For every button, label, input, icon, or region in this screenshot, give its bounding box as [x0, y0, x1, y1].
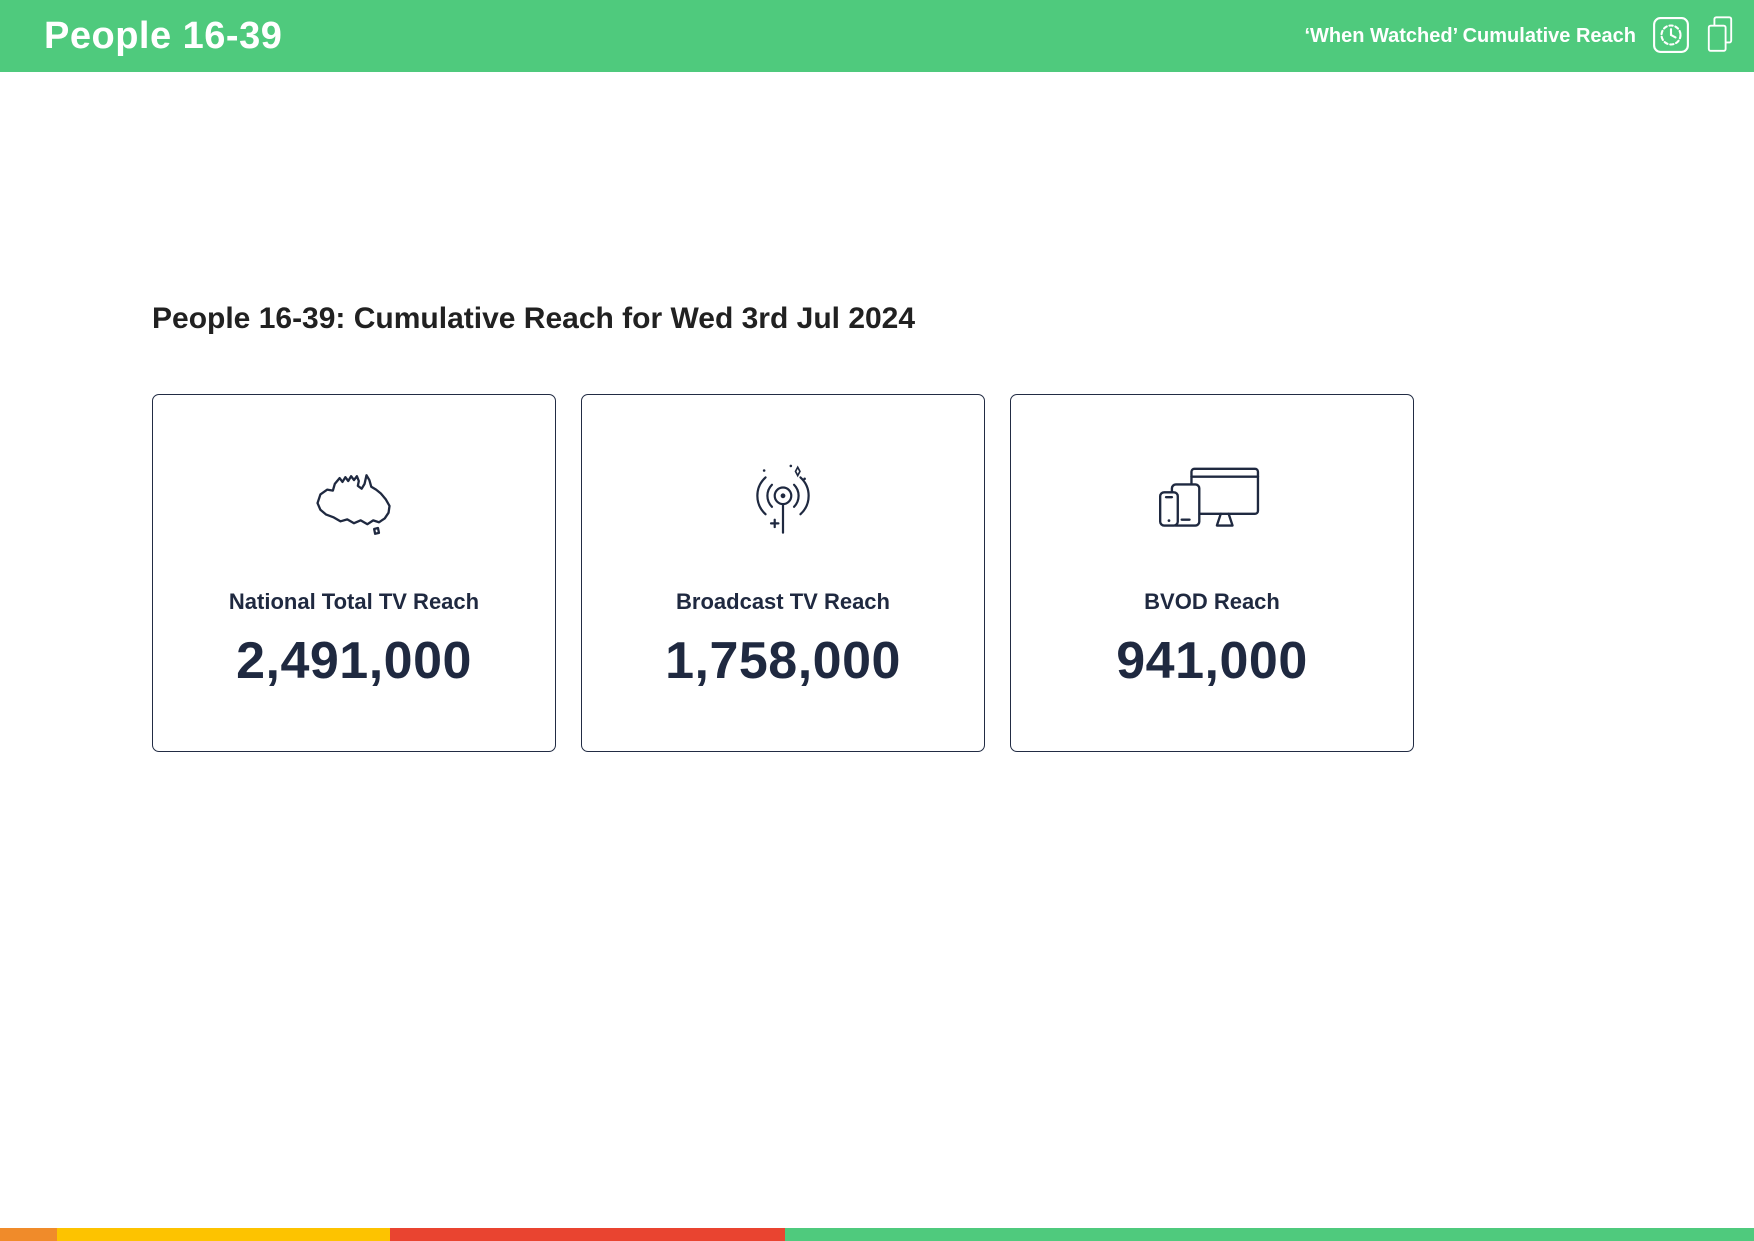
footer-segment-green — [784, 1228, 1754, 1241]
footer-color-bar — [0, 1228, 1754, 1241]
main-content: People 16-39: Cumulative Reach for Wed 3… — [0, 302, 1754, 752]
stat-card-bvod: BVOD Reach 941,000 — [1010, 394, 1414, 752]
stat-value: 941,000 — [1116, 632, 1308, 690]
report-subtitle: ‘When Watched’ Cumulative Reach — [1304, 24, 1636, 47]
devices-icon — [1157, 455, 1267, 555]
stat-label: Broadcast TV Reach — [676, 589, 890, 614]
page-title: People 16-39 — [44, 14, 283, 57]
stat-label: National Total TV Reach — [228, 589, 480, 614]
stat-value: 2,491,000 — [236, 632, 472, 690]
header-right-group: ‘When Watched’ Cumulative Reach — [1304, 14, 1734, 59]
stat-label: BVOD Reach — [1144, 589, 1280, 614]
section-title: People 16-39: Cumulative Reach for Wed 3… — [152, 302, 916, 335]
broadcast-antenna-icon — [737, 455, 829, 555]
stat-value: 1,758,000 — [665, 632, 901, 690]
copy-button[interactable] — [1706, 14, 1734, 59]
clock-history-button[interactable] — [1652, 16, 1690, 57]
footer-segment-red — [390, 1228, 785, 1241]
footer-segment-orange — [0, 1228, 57, 1241]
stat-cards-row: National Total TV Reach 2,491,000 — [152, 394, 1754, 752]
clock-history-icon — [1652, 16, 1690, 57]
app-header: People 16-39 ‘When Watched’ Cumulative R… — [0, 0, 1754, 72]
stat-card-national-total-tv: National Total TV Reach 2,491,000 — [152, 394, 556, 752]
stat-card-broadcast-tv: Broadcast TV Reach 1,758,000 — [581, 394, 985, 752]
copy-icon — [1706, 14, 1734, 59]
australia-map-icon — [306, 455, 402, 555]
footer-segment-yellow — [57, 1228, 391, 1241]
